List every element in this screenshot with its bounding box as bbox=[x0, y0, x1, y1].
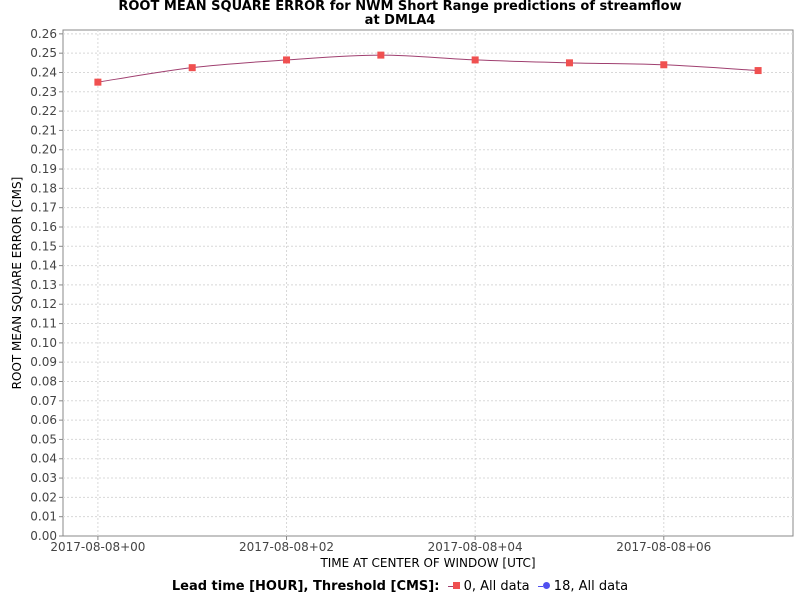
data-point bbox=[94, 78, 102, 86]
plot-area bbox=[62, 29, 794, 537]
x-tick-label: 2017-08-08+02 bbox=[239, 540, 334, 554]
y-tick-label: 0.07 bbox=[30, 394, 57, 408]
y-tick-label: 0.15 bbox=[30, 239, 57, 253]
y-tick-label: 0.02 bbox=[30, 490, 57, 504]
y-tick-label: 0.03 bbox=[30, 471, 57, 485]
y-tick-label: 0.18 bbox=[30, 181, 57, 195]
chart-title-block: ROOT MEAN SQUARE ERROR for NWM Short Ran… bbox=[0, 0, 800, 28]
data-point bbox=[660, 61, 668, 69]
legend-label-1: 18, All data bbox=[553, 579, 629, 594]
y-tick-label: 0.09 bbox=[30, 355, 57, 369]
x-tick-label: 2017-08-08+00 bbox=[50, 540, 145, 554]
y-tick-label: 0.08 bbox=[30, 374, 57, 388]
y-tick-label: 0.14 bbox=[30, 259, 57, 273]
y-tick-label: 0.17 bbox=[30, 201, 57, 215]
series-line-0 bbox=[97, 54, 759, 83]
y-tick-label: 0.01 bbox=[30, 510, 57, 524]
data-point bbox=[283, 56, 291, 64]
y-tick-label: 0.23 bbox=[30, 85, 57, 99]
y-tick-label: 0.19 bbox=[30, 162, 57, 176]
data-point bbox=[471, 56, 479, 64]
y-tick-label: 0.22 bbox=[30, 104, 57, 118]
y-tick-label: 0.16 bbox=[30, 220, 57, 234]
y-tick-label: 0.06 bbox=[30, 413, 57, 427]
y-tick-label: 0.24 bbox=[30, 65, 57, 79]
circle-marker-icon bbox=[542, 582, 550, 589]
y-tick-label: 0.21 bbox=[30, 123, 57, 137]
data-point bbox=[377, 51, 385, 59]
y-axis-label: ROOT MEAN SQUARE ERROR [CMS] bbox=[10, 177, 24, 390]
data-point bbox=[754, 67, 762, 75]
data-point bbox=[188, 64, 196, 72]
y-tick-label: 0.26 bbox=[30, 27, 57, 41]
legend-item-1: 18, All data bbox=[537, 579, 629, 594]
chart-title: ROOT MEAN SQUARE ERROR for NWM Short Ran… bbox=[118, 0, 682, 14]
data-point bbox=[565, 59, 573, 67]
legend-label-0: 0, All data bbox=[463, 579, 530, 594]
legend-item-0: 0, All data bbox=[447, 579, 534, 594]
y-tick-label: 0.13 bbox=[30, 278, 57, 292]
x-tick-label: 2017-08-08+04 bbox=[428, 540, 523, 554]
legend-title: Lead time [HOUR], Threshold [CMS]: bbox=[171, 579, 440, 594]
legend: Lead time [HOUR], Threshold [CMS]: 0, Al… bbox=[0, 578, 800, 596]
x-tick-label: 2017-08-08+06 bbox=[616, 540, 711, 554]
y-tick-label: 0.12 bbox=[30, 297, 57, 311]
chart-subtitle: at DMLA4 bbox=[364, 13, 436, 28]
y-tick-label: 0.05 bbox=[30, 432, 57, 446]
y-tick-label: 0.00 bbox=[30, 529, 57, 543]
y-tick-label: 0.04 bbox=[30, 452, 57, 466]
x-axis-label: TIME AT CENTER OF WINDOW [UTC] bbox=[319, 556, 535, 570]
y-tick-label: 0.11 bbox=[30, 317, 57, 331]
y-tick-label: 0.10 bbox=[30, 336, 57, 350]
square-marker-icon bbox=[452, 582, 460, 589]
y-tick-label: 0.25 bbox=[30, 46, 57, 60]
y-tick-label: 0.20 bbox=[30, 143, 57, 157]
